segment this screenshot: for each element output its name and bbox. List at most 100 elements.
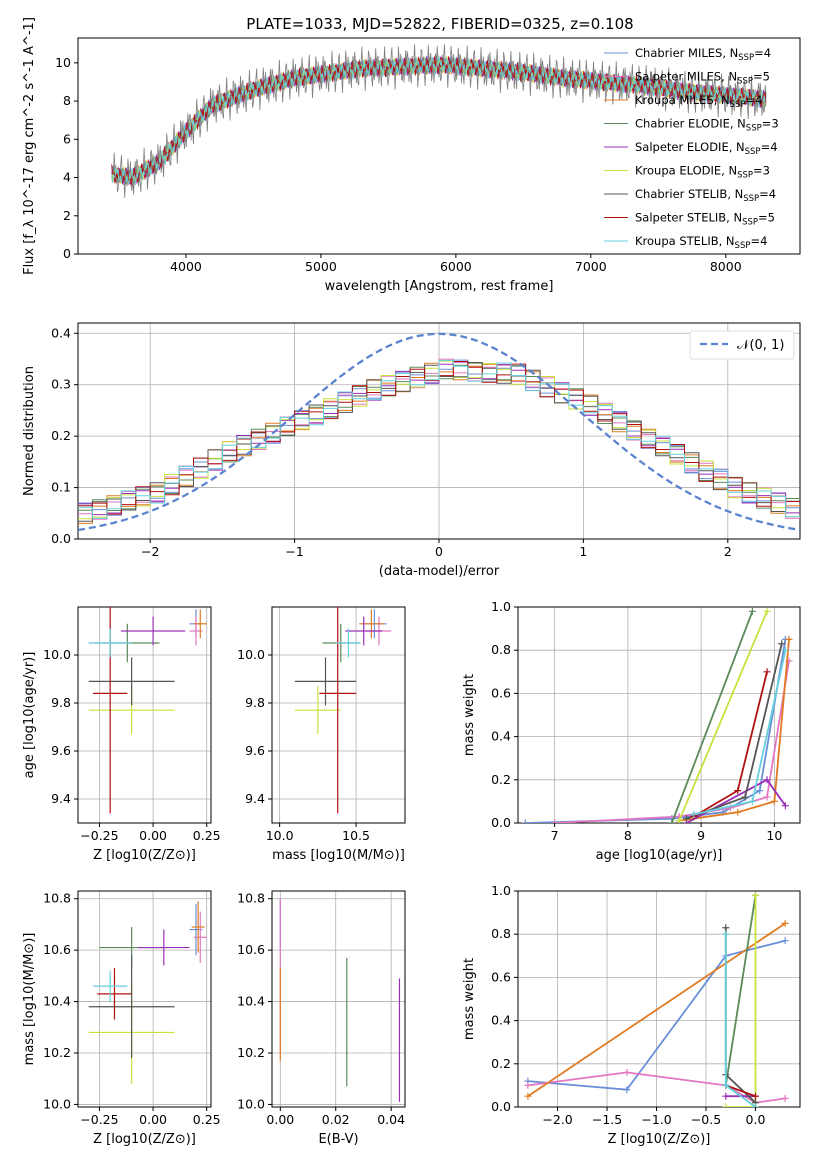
- axes-age_vs_mass: 10.0 10.5 9.4 9.6 9.8 10.0 mass [log10(M/M⊙)]: [237, 606, 406, 863]
- axes-frame: [77, 890, 212, 1108]
- y-tick-label: 10.8: [237, 891, 265, 906]
- data-point: [722, 1103, 730, 1107]
- x-tick-label: 6000: [440, 259, 472, 274]
- y-tick-label: 9.4: [51, 791, 71, 806]
- y-axis-label: Flux [f_λ 10^-17 erg cm^-2 s^-1 A^-1]: [22, 17, 37, 275]
- data-point: [682, 815, 690, 823]
- data-point: [521, 819, 529, 823]
- plot-area-mass_vs_Z: [88, 901, 207, 1084]
- y-tick-label: 0.0: [491, 815, 511, 830]
- plot-area-weight_vs_Z: [524, 891, 789, 1107]
- y-tick-label: 1.0: [491, 883, 511, 898]
- data-point: [722, 1092, 730, 1100]
- y-tick-label: 10.0: [43, 647, 71, 662]
- y-tick-label: 10.0: [237, 647, 265, 662]
- x-tick-label: 10: [766, 828, 782, 843]
- y-tick-label: 0.1: [51, 480, 71, 495]
- weight-series: [678, 610, 768, 822]
- x-axis-label: Z [log10(Z/Z⊙)]: [93, 1132, 196, 1147]
- data-point: [734, 808, 742, 816]
- x-tick-label: −2: [141, 544, 159, 559]
- axes-mass_vs_EBV: 0.00 0.02 0.04 10.0 10.2 10.4 10.6 10.8 E(B-V): [237, 890, 406, 1147]
- data-point: [756, 787, 764, 795]
- y-tick-label: 10.4: [43, 994, 71, 1009]
- axes-spectrum: 4000 5000 6000 7000 8000 0 2 4 6 8 10 wavelength [A…: [22, 17, 801, 294]
- data-point: [781, 937, 789, 945]
- y-tick-label: 9.4: [245, 791, 265, 806]
- y-tick-label: 0.0: [51, 531, 71, 546]
- x-tick-label: −2.0: [542, 1112, 572, 1127]
- x-axis-label: E(B-V): [318, 1132, 358, 1147]
- y-tick-label: 10.0: [43, 1096, 71, 1111]
- axes-frame: [517, 606, 801, 824]
- weight-series: [527, 922, 786, 1097]
- y-tick-label: 1.0: [491, 599, 511, 614]
- y-tick-label: 10.6: [43, 942, 71, 957]
- legend-label: Chabrier MILES, NSSP=4: [635, 46, 771, 63]
- y-tick-label: 0.2: [51, 428, 71, 443]
- axes-weight_vs_Z: −2.0 −1.5 −1.0 −0.5 0.0 0.0 0.2 0.4 0.6 0.8 1.0 Z […: [462, 883, 801, 1147]
- data-point: [748, 607, 756, 615]
- axes-frame: [271, 890, 406, 1108]
- legend-label: Kroupa ELODIE, NSSP=3: [635, 164, 770, 181]
- y-tick-label: 9.6: [51, 743, 71, 758]
- y-axis-label: mass weight: [462, 958, 477, 1040]
- plot-area-age_vs_Z: [88, 607, 207, 814]
- x-tick-label: 7000: [575, 259, 607, 274]
- y-tick-label: 0.2: [491, 1056, 511, 1071]
- x-axis-label: wavelength [Angstrom, rest frame]: [325, 279, 554, 294]
- y-tick-label: 0.6: [491, 685, 511, 700]
- x-tick-label: −1.0: [641, 1112, 671, 1127]
- x-tick-label: 0.04: [377, 1112, 405, 1127]
- x-tick-label: −0.25: [80, 828, 118, 843]
- data-point: [690, 810, 698, 818]
- x-tick-label: 8: [624, 828, 632, 843]
- weight-series: [725, 1084, 756, 1098]
- x-tick-label: 10.0: [266, 828, 294, 843]
- x-axis-label: Z [log10(Z/Z⊙)]: [93, 848, 196, 863]
- x-tick-label: 0.02: [322, 1112, 350, 1127]
- y-tick-label: 0.2: [491, 772, 511, 787]
- x-tick-label: 5000: [305, 259, 337, 274]
- data-point: [722, 924, 730, 932]
- y-axis-label: mass weight: [462, 674, 477, 756]
- x-tick-label: 2: [724, 544, 732, 559]
- x-axis-label: (data-model)/error: [379, 564, 500, 579]
- x-tick-label: 1: [579, 544, 587, 559]
- y-axis-label: Normed distribution: [22, 366, 37, 496]
- y-tick-label: 0.8: [491, 926, 511, 941]
- data-point: [524, 1081, 532, 1089]
- x-tick-label: 0.25: [193, 828, 221, 843]
- data-point: [551, 819, 559, 823]
- plot-area-residuals: [78, 332, 800, 532]
- plot-area-spectrum: [111, 44, 767, 199]
- y-tick-label: 0.6: [491, 969, 511, 984]
- figure-title: PLATE=1033, MJD=52822, FIBERID=0325, z=0…: [246, 15, 633, 33]
- legend: 𝒩(0, 1): [689, 330, 795, 360]
- data-point: [748, 797, 756, 805]
- data-point: [722, 930, 730, 938]
- y-tick-label: 0.4: [491, 729, 511, 744]
- legend: Chabrier MILES, NSSP=4 Salpeter MILES, NS…: [604, 46, 779, 251]
- plot-area-weight_vs_age: [521, 607, 793, 823]
- y-tick-label: 10.6: [237, 942, 265, 957]
- axes-frame: [77, 37, 801, 255]
- x-tick-label: 0.00: [139, 828, 167, 843]
- x-tick-label: 9: [697, 828, 705, 843]
- data-point: [623, 1086, 631, 1094]
- x-tick-label: 0.00: [266, 1112, 294, 1127]
- y-tick-label: 9.6: [245, 743, 265, 758]
- plot-area-age_vs_mass: [294, 607, 392, 814]
- axes-residuals: −2 −1 0 1 2 0.0 0.1 0.2 0.3 0.4 (data-model)/error…: [22, 322, 801, 579]
- spectrum-series: [111, 56, 767, 186]
- legend-label: 𝒩(0, 1): [737, 338, 784, 353]
- y-tick-label: 8: [63, 93, 71, 108]
- x-tick-label: −1: [285, 544, 303, 559]
- axes-frame: [77, 322, 801, 540]
- y-axis-label: age [log10(age/yr)]: [22, 652, 37, 779]
- residual-histogram: [78, 359, 800, 519]
- data-point: [785, 635, 793, 643]
- x-tick-label: 0.00: [139, 1112, 167, 1127]
